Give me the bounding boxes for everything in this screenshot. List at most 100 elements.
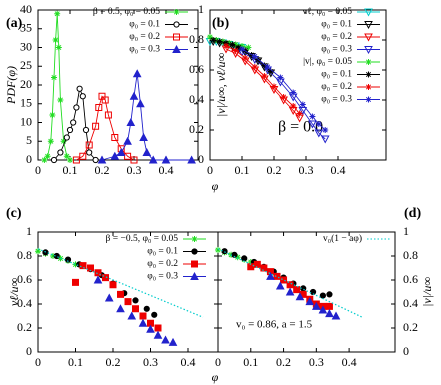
y-tick-label: 30	[20, 39, 32, 53]
marker	[235, 44, 242, 51]
marker	[92, 122, 100, 130]
marker	[154, 324, 162, 332]
marker	[101, 96, 109, 104]
marker	[266, 271, 275, 280]
x-tick-label: 0	[35, 163, 41, 177]
marker	[129, 91, 139, 100]
marker	[261, 73, 268, 79]
marker	[124, 298, 132, 306]
marker	[275, 281, 285, 290]
marker	[280, 94, 287, 100]
marker	[280, 276, 288, 284]
y-tick-label: 20	[20, 77, 32, 91]
marker	[161, 155, 171, 164]
legend-label: β = −0.5, φ₀ = 0.05	[106, 234, 179, 244]
marker	[136, 99, 145, 108]
plot-frame	[37, 231, 219, 353]
y-tick-label: 15	[20, 96, 32, 110]
marker	[318, 305, 328, 314]
marker	[117, 290, 124, 298]
x-tick-label: 0.1	[235, 163, 250, 177]
legend-label: β = 0.5, φ₀ = 0.05	[93, 7, 160, 17]
x-tick-label: 0.2	[106, 355, 121, 369]
marker	[325, 302, 333, 310]
legend-label: φ₀ = 0.1	[321, 20, 352, 30]
x-tick-label: 0.4	[159, 163, 174, 177]
marker	[239, 46, 245, 52]
marker	[57, 97, 64, 103]
legend-marker	[365, 59, 372, 65]
marker	[44, 153, 51, 160]
marker	[47, 138, 54, 145]
marker	[251, 53, 258, 60]
marker	[66, 126, 74, 134]
marker	[290, 89, 297, 96]
marker	[207, 34, 213, 40]
marker	[315, 121, 322, 127]
marker	[308, 120, 317, 129]
marker	[221, 248, 228, 255]
marker	[215, 247, 221, 253]
y-tick-label: 5	[26, 133, 32, 147]
legend-marker	[190, 271, 199, 280]
y-tick-label: 0.8	[189, 32, 204, 46]
x-tick-label: 0.4	[331, 163, 346, 177]
marker	[54, 10, 61, 17]
marker	[147, 319, 154, 327]
marker	[57, 149, 64, 156]
marker	[139, 132, 148, 141]
legend-marker	[365, 71, 372, 78]
marker	[326, 291, 333, 298]
marker	[245, 44, 252, 51]
marker	[63, 134, 70, 141]
marker	[86, 149, 93, 156]
x-tick-label: 0.2	[276, 355, 291, 369]
series-line	[217, 248, 363, 318]
marker	[232, 47, 239, 54]
y-tick-label: 0.4	[403, 296, 418, 310]
marker	[253, 260, 261, 268]
x-tick-label: 0.4	[342, 355, 357, 369]
marker	[98, 92, 106, 100]
y-axis-label: |v|/u∞, vℓ/u∞	[214, 53, 228, 117]
y-tick-label: 40	[20, 2, 32, 16]
marker	[319, 292, 326, 299]
marker	[264, 64, 271, 70]
marker	[309, 113, 316, 120]
marker	[331, 311, 341, 320]
x-axis-label: φ	[212, 179, 219, 193]
legend-label: |v|, φ₀ = 0.05	[303, 57, 352, 67]
marker	[50, 156, 58, 164]
marker	[110, 151, 120, 160]
legend-marker	[365, 84, 372, 90]
marker	[50, 253, 56, 259]
marker	[72, 156, 80, 164]
x-tick-label: 0.4	[181, 355, 196, 369]
legend-label: φ₀ = 0.3	[321, 95, 352, 105]
legend-marker	[364, 46, 373, 55]
x-tick-label: 0.1	[243, 355, 258, 369]
marker	[293, 286, 301, 294]
marker	[148, 155, 158, 164]
legend-label: φ₀ = 0.3	[147, 272, 178, 282]
marker	[67, 157, 73, 163]
x-tick-label: 0.3	[299, 163, 314, 177]
marker	[72, 261, 79, 268]
legend-marker	[365, 96, 372, 103]
marker	[247, 259, 254, 265]
marker	[223, 43, 229, 49]
marker	[241, 255, 248, 262]
legend-label: φ₀ = 0.2	[147, 259, 178, 269]
y-tick-label: 0.6	[403, 272, 418, 286]
marker	[41, 157, 48, 163]
x-tick-label: 0.3	[143, 355, 158, 369]
marker	[322, 127, 329, 133]
y-tick-label: 0	[198, 152, 204, 166]
marker	[286, 281, 294, 289]
marker	[247, 263, 255, 271]
legend-label: φ₀ = 0.1	[147, 247, 178, 257]
marker	[92, 156, 99, 164]
marker	[213, 37, 220, 43]
marker	[49, 112, 56, 118]
